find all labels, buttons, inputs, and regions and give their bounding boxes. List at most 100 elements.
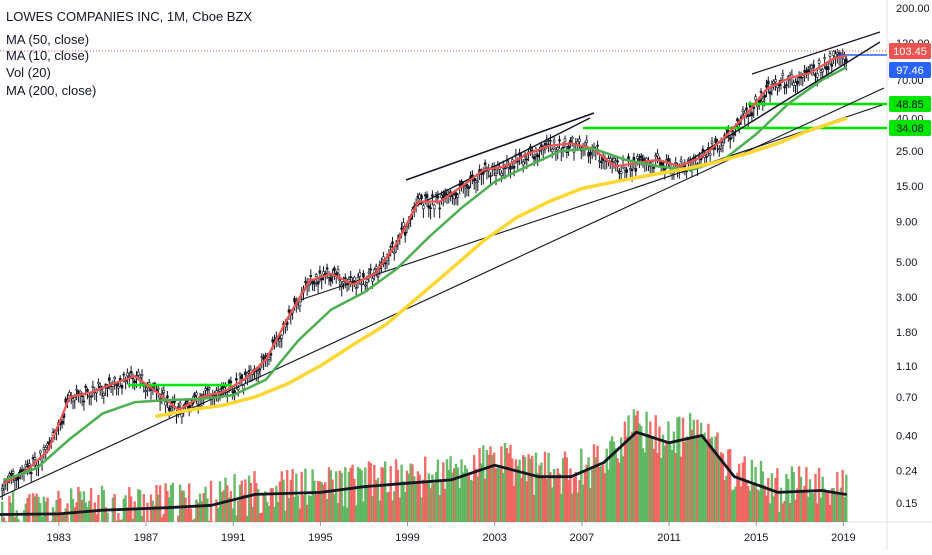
candle-body (709, 154, 711, 156)
candle-body (421, 195, 423, 198)
candle-body (375, 267, 377, 269)
candle-body (186, 401, 188, 402)
candle-body (281, 335, 283, 338)
candle-body (279, 339, 281, 341)
candle-body (18, 477, 20, 479)
candle-body (769, 92, 771, 94)
candle-body (533, 157, 535, 160)
candle-body (827, 67, 829, 70)
candle-body (402, 223, 404, 227)
candle-body (495, 174, 497, 176)
candle-body (170, 407, 172, 408)
candle-body (706, 156, 708, 157)
candle-body (161, 393, 163, 394)
candle-body (1, 489, 3, 491)
legend-ma200[interactable]: MA (200, close) (6, 83, 96, 98)
legend-title[interactable]: LOWES COMPANIES INC, 1M, Cboe BZX (6, 9, 252, 24)
candle-body (600, 162, 602, 163)
candle-body (393, 252, 395, 253)
candle-body (484, 163, 486, 165)
candle-body (61, 421, 63, 423)
candle-body (243, 385, 245, 388)
candle-body (359, 273, 361, 277)
legend-ma10[interactable]: MA (10, close) (6, 48, 89, 63)
candle-body (372, 278, 374, 281)
candle-body (631, 169, 633, 170)
candle-body (500, 173, 502, 175)
price-tag-label: 48.85 (896, 99, 924, 111)
candle-body (657, 154, 659, 156)
candle-body (326, 268, 328, 269)
candle-body (637, 156, 639, 158)
candle-body (126, 373, 128, 376)
price-tag-label: 97.46 (896, 65, 924, 77)
candle-body (30, 472, 32, 474)
candle-body (137, 372, 139, 375)
candle-body (522, 162, 524, 165)
candle-body (364, 285, 366, 286)
candle-body (675, 163, 677, 164)
candle-body (718, 149, 720, 150)
candle-body (822, 70, 824, 72)
candle-body (579, 139, 581, 142)
price-tag-label: 34.08 (896, 123, 924, 135)
candle-body (845, 59, 847, 62)
candle-body (433, 205, 435, 209)
volume-bar (97, 495, 99, 522)
candle-body (785, 85, 787, 86)
candle-body (831, 64, 833, 66)
candle-body (125, 381, 127, 382)
volume-bar (159, 485, 161, 522)
candle-body (755, 97, 757, 100)
y-tick-label: 200.00 (896, 3, 930, 15)
candle-body (108, 378, 110, 381)
y-tick-label: 1.80 (896, 327, 917, 339)
volume-bar (17, 519, 19, 522)
candle-body (816, 74, 818, 78)
y-tick-label: 1.10 (896, 361, 917, 373)
volume-bar (46, 498, 48, 523)
candle-body (775, 80, 777, 82)
candle-body (537, 155, 539, 157)
candle-body (635, 169, 637, 172)
candle-body (85, 386, 87, 387)
candle-body (168, 408, 170, 411)
candle-body (313, 283, 315, 284)
candle-body (377, 276, 379, 277)
candle-body (422, 206, 424, 209)
legend-ma50[interactable]: MA (50, close) (6, 32, 89, 47)
candle-body (557, 147, 559, 150)
candle-body (343, 282, 345, 284)
candle-body (824, 58, 826, 59)
candle-body (762, 99, 764, 102)
candle-body (92, 387, 94, 388)
candle-body (366, 279, 368, 282)
candle-body (390, 246, 392, 247)
candle-body (829, 54, 831, 57)
x-tick-label: 1999 (395, 532, 419, 544)
candle-body (384, 263, 386, 264)
candle-body (344, 278, 346, 279)
candle-body (404, 232, 406, 235)
x-tick-label: 2007 (570, 532, 594, 544)
candle-body (362, 273, 364, 277)
candle-body (195, 393, 197, 395)
candle-body (134, 381, 136, 383)
candle-body (257, 371, 259, 373)
candle-body (747, 115, 749, 117)
candle-body (339, 280, 341, 281)
candle-body (317, 282, 319, 285)
candle-body (549, 140, 551, 141)
legend-vol[interactable]: Vol (20) (6, 65, 51, 80)
candle-body (166, 396, 168, 398)
candle-body (564, 138, 566, 141)
candle-body (490, 176, 492, 177)
candle-body (103, 393, 105, 395)
candle-body (141, 374, 143, 375)
candle-body (796, 81, 798, 84)
candle-body (667, 158, 669, 161)
y-tick-label: 0.15 (896, 498, 917, 510)
volume-bar (845, 475, 847, 522)
